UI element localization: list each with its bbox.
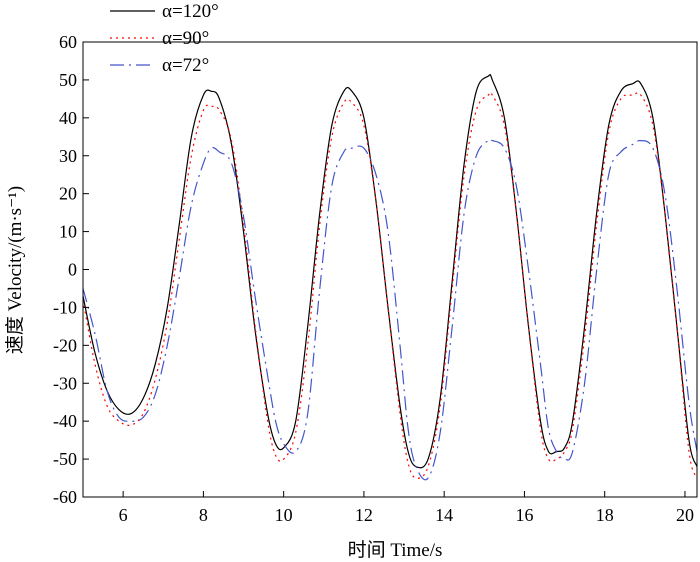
y-axis-label: 速度 Velocity/(m·s⁻¹) [4, 186, 26, 354]
y-tick-label: -30 [53, 373, 77, 393]
y-tick-label: -10 [53, 297, 77, 317]
series-line [82, 91, 698, 479]
x-tick-label: 14 [435, 505, 453, 525]
y-tick-label: 30 [59, 146, 77, 166]
y-tick-label: 20 [59, 184, 77, 204]
y-tick-label: -60 [53, 487, 77, 507]
y-tick-label: 50 [59, 70, 77, 90]
tick-layer: -60 -50 -40 -30 -20 -10 0 10 20 30 40 50 60 6 8 10 12 14 1… [53, 32, 694, 525]
series-line [82, 74, 698, 469]
legend-label: α=120° [162, 1, 219, 22]
x-tick-label: 18 [596, 505, 614, 525]
legend-label: α=72° [162, 55, 209, 76]
y-tick-label: 40 [59, 108, 77, 128]
series-layer [82, 74, 698, 481]
y-tick-label: 60 [59, 32, 77, 52]
series-line [82, 138, 698, 481]
legend-label: α=90° [162, 28, 209, 49]
y-tick-label: 10 [59, 222, 77, 242]
y-tick-label: -20 [53, 335, 77, 355]
x-tick-label: 8 [199, 505, 208, 525]
y-tick-label: -50 [53, 449, 77, 469]
legend: α=120° α=90° α=72° [110, 1, 219, 76]
x-tick-label: 20 [676, 505, 694, 525]
x-tick-label: 12 [355, 505, 373, 525]
x-tick-label: 10 [275, 505, 293, 525]
x-tick-label: 16 [515, 505, 533, 525]
x-tick-label: 6 [119, 505, 128, 525]
x-axis-label: 时间 Time/s [348, 539, 443, 561]
y-tick-label: -40 [53, 411, 77, 431]
y-tick-label: 0 [68, 260, 77, 280]
